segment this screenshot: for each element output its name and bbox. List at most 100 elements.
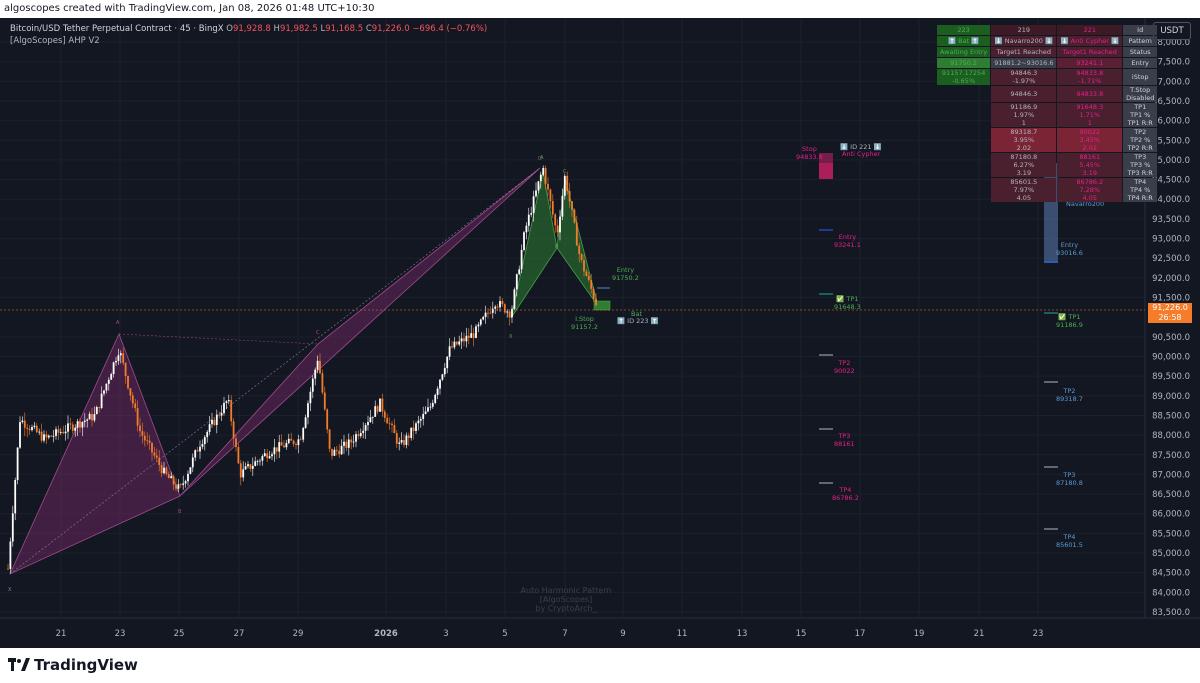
candle-body <box>239 463 242 478</box>
candle-body <box>93 414 96 421</box>
candle-body <box>64 431 67 434</box>
navarro-tp4-label: TP4 85601.5 <box>1056 533 1083 549</box>
symbol-legend[interactable]: Bitcoin/USD Tether Perpetual Contract · … <box>10 24 488 34</box>
candle-body <box>431 402 434 407</box>
candle-body <box>19 422 21 448</box>
candle-body <box>74 427 77 431</box>
candle-body <box>9 541 12 569</box>
candle-body <box>62 432 65 434</box>
bat-point-x: X <box>509 334 513 340</box>
candle-body <box>290 438 293 441</box>
indicator-legend[interactable]: [AlgoScopes] AHP V2 <box>10 36 100 46</box>
candle-body <box>71 424 74 431</box>
brand-name: TradingView <box>34 656 138 674</box>
candle-body <box>525 225 528 233</box>
candle-body <box>199 446 201 452</box>
candle-body <box>374 406 377 417</box>
candle-body <box>427 407 429 412</box>
chart-area[interactable]: X A B C D X A B C <box>0 18 1200 648</box>
time-axis-label: 3 <box>443 629 448 639</box>
candle-body <box>453 341 456 348</box>
price-axis-label: 86,500.0 <box>1152 490 1190 500</box>
candle-body <box>537 181 540 191</box>
anti-cypher-tp2-label: TP2 90022 <box>834 359 855 375</box>
candle-body <box>7 568 9 570</box>
candle-body <box>441 374 444 380</box>
candle-body <box>496 306 499 308</box>
candle-body <box>448 346 451 357</box>
price-axis-label: 88,000.0 <box>1152 431 1190 441</box>
candle-body <box>403 440 405 445</box>
price-axis-label: 95,000.0 <box>1152 156 1190 166</box>
candle-body <box>434 394 437 403</box>
candle-body <box>256 460 259 462</box>
candle-body <box>573 209 576 223</box>
last-price-tag: 91,226.0 26:58 <box>1148 303 1192 323</box>
candle-body <box>309 391 312 404</box>
pattern-point-c: C <box>316 330 320 336</box>
tradingview-logo-icon <box>8 658 30 671</box>
candle-body <box>527 214 530 226</box>
candle-body <box>443 368 446 375</box>
candle-body <box>225 401 228 403</box>
anti-cypher-tp1-label: ✅ TP1 91648.3 <box>834 295 861 311</box>
candle-body <box>285 443 288 448</box>
candle-body <box>223 402 225 414</box>
candle-body <box>127 376 129 389</box>
candle-body <box>148 440 151 443</box>
candle-body <box>335 449 338 451</box>
candle-body <box>134 403 137 409</box>
candle-body <box>230 399 233 422</box>
time-axis[interactable]: 21 23 25 27 29 2026 3 5 7 9 11 13 15 17 19 21 23 <box>56 629 1044 639</box>
price-axis[interactable]: 98,000.0 97,500.0 97,000.0 96,500.0 96,000.0… <box>1152 38 1190 618</box>
candle-body <box>467 335 470 338</box>
candle-body <box>259 460 261 462</box>
time-axis-label: 7 <box>562 629 567 639</box>
candle-body <box>595 298 597 306</box>
candle-body <box>33 425 36 428</box>
anti-cypher-name-label: Anti Cypher <box>842 150 881 158</box>
candle-body <box>160 464 163 474</box>
price-axis-label: 95,500.0 <box>1152 136 1190 146</box>
candle-body <box>95 407 98 415</box>
candle-body <box>326 409 329 430</box>
candle-body <box>472 333 475 338</box>
table-row: 91157.17254 -0.65% 94846.3 -1.97% 94833.8 … <box>937 69 1158 85</box>
currency-button[interactable]: USDT <box>1153 22 1191 40</box>
candle-body <box>194 450 197 458</box>
anti-cypher-tp3-label: TP3 88161 <box>834 432 855 448</box>
candle-body <box>273 447 276 455</box>
candle-body <box>11 513 14 542</box>
candle-body <box>551 201 554 215</box>
navarro-tp3-label: TP3 87180.8 <box>1056 471 1083 487</box>
time-axis-label: 21 <box>56 629 67 639</box>
close-value: 91,226.0 <box>371 24 410 34</box>
candle-body <box>554 214 557 226</box>
candle-body <box>520 249 523 270</box>
candle-body <box>119 353 122 356</box>
anti-cypher-id-label: ⬇️ ID 221 ⬇️ <box>840 143 882 151</box>
price-axis-label: 92,000.0 <box>1152 274 1190 284</box>
candle-body <box>544 168 547 184</box>
table-cell <box>937 153 990 177</box>
candle-body <box>170 476 173 479</box>
time-axis-label: 19 <box>914 629 925 639</box>
tradingview-logo[interactable]: TradingView <box>8 654 138 676</box>
candle-body <box>506 311 509 313</box>
table-header-cell: 223 <box>937 25 991 35</box>
anti-cypher-stop-label: Stop 94833.8 <box>796 145 823 161</box>
candle-body <box>578 245 581 255</box>
table-cell: 91186.9 1.97% 1 <box>991 103 1057 127</box>
table-row: 87180.8 6.27% 3.19 88161 5.45% 3.19 TP3 TP… <box>937 153 1158 177</box>
bat-name-label: Bat <box>631 310 642 318</box>
candle-body <box>415 423 417 431</box>
candle-body <box>57 429 60 433</box>
candle-body <box>86 419 89 421</box>
pattern-point-x: X <box>8 587 12 593</box>
candle-body <box>379 398 381 412</box>
candle-body <box>45 434 48 438</box>
candle-body <box>539 174 542 182</box>
candle-body <box>475 326 477 338</box>
time-axis-label: 23 <box>1033 629 1044 639</box>
price-axis-label: 93,500.0 <box>1152 215 1190 225</box>
